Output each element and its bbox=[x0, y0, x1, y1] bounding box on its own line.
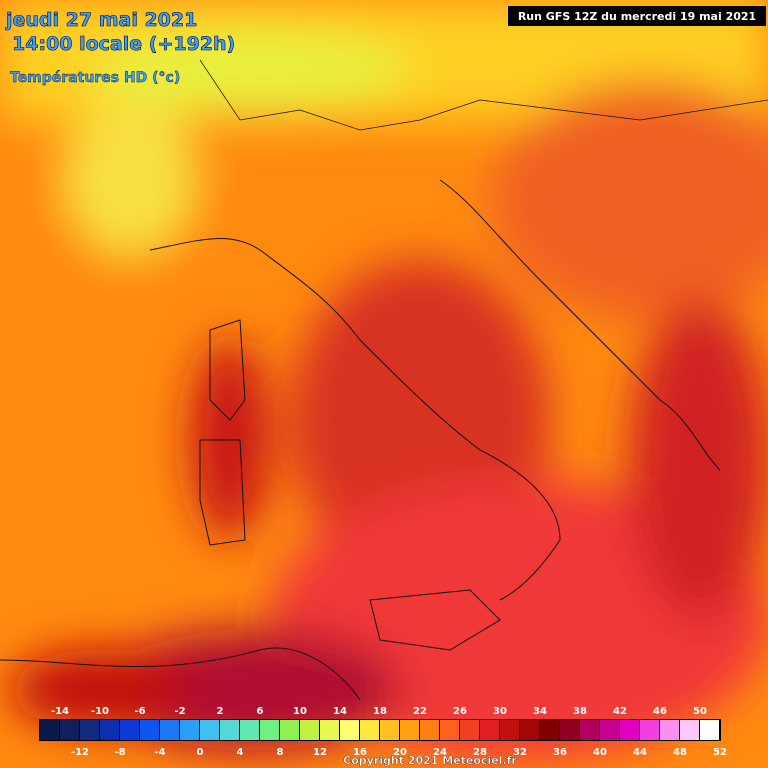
legend-label-top: -10 bbox=[91, 706, 109, 717]
legend-swatch bbox=[520, 720, 539, 740]
legend-label-bottom: 4 bbox=[237, 747, 244, 758]
legend-swatch bbox=[140, 720, 159, 740]
legend-swatch bbox=[540, 720, 559, 740]
color-legend: -14 -10 -6 -2 2 6 10 14 18 22 26 30 34 38 42 46 50-12 -8-… bbox=[39, 706, 727, 758]
legend-swatch bbox=[180, 720, 199, 740]
legend-swatch bbox=[280, 720, 299, 740]
legend-label-bottom: 36 bbox=[553, 747, 567, 758]
legend-label-top: 30 bbox=[493, 706, 507, 717]
legend-label-top: 46 bbox=[653, 706, 667, 717]
legend-swatch bbox=[460, 720, 479, 740]
legend-label-bottom: 44 bbox=[633, 747, 647, 758]
legend-label-bottom: 48 bbox=[673, 747, 687, 758]
legend-swatch bbox=[60, 720, 79, 740]
legend-swatch bbox=[360, 720, 379, 740]
date-line: jeudi 27 mai 2021 bbox=[5, 9, 197, 31]
legend-label-bottom: 20 bbox=[393, 747, 407, 758]
legend-swatch bbox=[260, 720, 279, 740]
legend-label-top: 34 bbox=[533, 706, 547, 717]
legend-swatch bbox=[40, 720, 59, 740]
legend-label-top: -2 bbox=[174, 706, 185, 717]
legend-swatch bbox=[600, 720, 619, 740]
legend-label-bottom: -8 bbox=[114, 747, 125, 758]
legend-label-bottom: 28 bbox=[473, 747, 487, 758]
legend-swatch bbox=[500, 720, 519, 740]
legend-swatch bbox=[400, 720, 419, 740]
legend-label-bottom: 52 bbox=[713, 747, 727, 758]
copyright: Copyright 2021 Meteociel.fr bbox=[343, 754, 517, 767]
legend-label-top: 38 bbox=[573, 706, 587, 717]
run-info-box bbox=[508, 6, 766, 26]
legend-label-bottom: 8 bbox=[277, 747, 284, 758]
run-info: Run GFS 12Z du mercredi 19 mai 2021 bbox=[518, 10, 756, 23]
legend-swatch bbox=[340, 720, 359, 740]
legend-label-top: 42 bbox=[613, 706, 627, 717]
legend-swatch bbox=[220, 720, 239, 740]
legend-swatch bbox=[660, 720, 679, 740]
legend-label-top: 18 bbox=[373, 706, 387, 717]
legend-label-bottom: 12 bbox=[313, 747, 327, 758]
legend-label-top: -6 bbox=[134, 706, 145, 717]
legend-swatch bbox=[160, 720, 179, 740]
legend-swatch bbox=[440, 720, 459, 740]
legend-label-bottom: -4 bbox=[154, 747, 165, 758]
legend-label-bottom: 24 bbox=[433, 747, 447, 758]
legend-swatch bbox=[80, 720, 99, 740]
legend-swatch bbox=[700, 720, 719, 740]
legend-swatch bbox=[120, 720, 139, 740]
legend-label-top: 6 bbox=[257, 706, 264, 717]
legend-swatch bbox=[560, 720, 579, 740]
legend-label-top: 50 bbox=[693, 706, 707, 717]
legend-swatch bbox=[240, 720, 259, 740]
legend-swatch bbox=[300, 720, 319, 740]
legend-label-bottom: 40 bbox=[593, 747, 607, 758]
legend-swatch bbox=[620, 720, 639, 740]
legend-label-top: 22 bbox=[413, 706, 427, 717]
legend-label-bottom: 0 bbox=[197, 747, 204, 758]
legend-swatch bbox=[100, 720, 119, 740]
legend-label-top: 10 bbox=[293, 706, 307, 717]
legend-swatch bbox=[200, 720, 219, 740]
coastlines bbox=[0, 59, 768, 701]
variable-name: Températures HD (°c) bbox=[10, 70, 180, 86]
legend-swatch bbox=[640, 720, 659, 740]
legend-label-bottom: -12 bbox=[71, 747, 89, 758]
legend-label-top: 26 bbox=[453, 706, 467, 717]
legend-swatch bbox=[580, 720, 599, 740]
legend-swatch bbox=[320, 720, 339, 740]
legend-swatch bbox=[680, 720, 699, 740]
legend-label-top: -14 bbox=[51, 706, 69, 717]
legend-swatch bbox=[480, 720, 499, 740]
legend-swatch bbox=[420, 720, 439, 740]
legend-swatch bbox=[380, 720, 399, 740]
time-line: 14:00 locale (+192h) bbox=[12, 33, 235, 55]
legend-label-top: 2 bbox=[217, 706, 224, 717]
legend-label-bottom: 32 bbox=[513, 747, 527, 758]
legend-label-bottom: 16 bbox=[353, 747, 367, 758]
legend-label-top: 14 bbox=[333, 706, 347, 717]
